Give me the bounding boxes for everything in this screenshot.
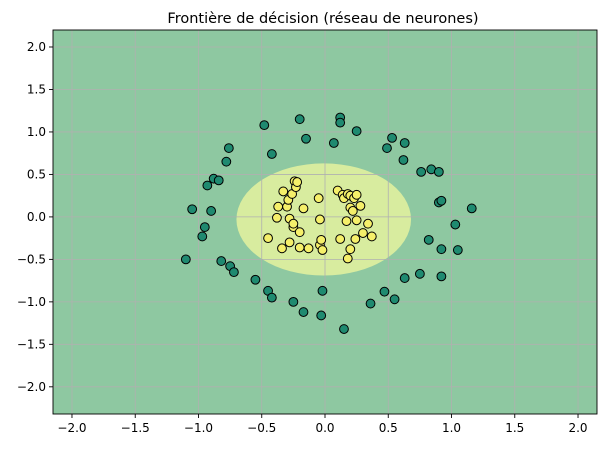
class-1-point-1 bbox=[272, 212, 282, 223]
class-0-point-19 bbox=[294, 114, 305, 125]
class-1-point-17 bbox=[298, 203, 309, 214]
class-1-point-4 bbox=[278, 186, 289, 197]
class-1-point-40 bbox=[358, 228, 368, 238]
class-0-point-41 bbox=[433, 166, 444, 177]
y-tick-label-6: 1.0 bbox=[27, 125, 46, 139]
x-tick-label-7: 1.5 bbox=[505, 421, 524, 435]
x-tick-label-0: −2.0 bbox=[57, 421, 86, 435]
x-tick-label-3: −0.5 bbox=[247, 421, 276, 435]
y-tick-label-1: −1.5 bbox=[17, 337, 46, 351]
class-0-point-21 bbox=[301, 133, 311, 144]
class-1-point-0 bbox=[263, 233, 273, 244]
x-tick-label-1: −1.5 bbox=[121, 421, 150, 435]
class-0-point-31 bbox=[382, 143, 392, 153]
class-0-point-32 bbox=[387, 132, 397, 143]
x-tick-label-5: 0.5 bbox=[379, 421, 398, 435]
class-0-point-29 bbox=[365, 298, 376, 309]
class-1-point-11 bbox=[288, 218, 299, 229]
class-0-point-16 bbox=[266, 292, 277, 303]
class-0-point-17 bbox=[266, 149, 277, 159]
class-1-point-2 bbox=[273, 201, 284, 212]
x-tick-label-8: 2.0 bbox=[568, 421, 587, 435]
class-0-point-33 bbox=[389, 294, 400, 305]
class-0-point-2 bbox=[197, 231, 208, 242]
class-1-point-36 bbox=[350, 234, 361, 244]
class-1-point-25 bbox=[335, 234, 346, 244]
class-0-point-24 bbox=[328, 138, 339, 148]
class-0-point-1 bbox=[187, 204, 198, 215]
class-0-point-46 bbox=[450, 219, 461, 230]
class-1-point-18 bbox=[303, 243, 314, 254]
class-0-point-8 bbox=[216, 256, 227, 266]
class-1-point-28 bbox=[341, 216, 352, 227]
class-0-point-9 bbox=[221, 156, 232, 167]
y-tick-label-0: −2.0 bbox=[17, 380, 46, 394]
class-1-point-23 bbox=[317, 245, 328, 255]
class-1-point-22 bbox=[316, 234, 327, 245]
class-0-point-37 bbox=[414, 268, 425, 279]
y-tick-label-7: 1.5 bbox=[27, 82, 46, 96]
x-tick-label-2: −1.0 bbox=[184, 421, 213, 435]
class-0-point-4 bbox=[202, 180, 213, 191]
class-0-point-35 bbox=[399, 138, 410, 148]
y-tick-label-8: 2.0 bbox=[27, 40, 46, 54]
y-tick-label-4: 0.0 bbox=[27, 210, 46, 224]
plot-area bbox=[52, 29, 598, 415]
class-0-point-10 bbox=[223, 143, 234, 153]
class-0-point-36 bbox=[399, 273, 410, 283]
x-tick-label-4: 0.0 bbox=[315, 421, 334, 435]
class-0-point-34 bbox=[398, 155, 409, 165]
class-0-point-38 bbox=[416, 166, 427, 177]
class-0-point-14 bbox=[259, 120, 270, 131]
class-1-point-8 bbox=[284, 237, 295, 248]
class-0-point-47 bbox=[452, 245, 463, 255]
class-0-point-7 bbox=[213, 175, 224, 186]
y-tick-label-2: −1.0 bbox=[17, 295, 46, 309]
y-tick-label-3: −0.5 bbox=[17, 252, 46, 266]
class-0-point-44 bbox=[436, 244, 447, 255]
class-0-point-45 bbox=[436, 271, 447, 282]
class-1-point-29 bbox=[342, 253, 353, 264]
class-0-point-13 bbox=[250, 274, 261, 285]
class-1-point-42 bbox=[366, 231, 377, 242]
class-0-point-23 bbox=[317, 285, 328, 296]
class-1-point-20 bbox=[315, 214, 325, 225]
class-0-point-12 bbox=[229, 267, 239, 278]
class-0-point-30 bbox=[379, 286, 390, 297]
chart-title: Frontière de décision (réseau de neurone… bbox=[167, 11, 478, 27]
y-axis: −2.0 −1.5 −1.0 −0.5 0.0 0.5 1.0 1.5 2.0 bbox=[17, 40, 53, 394]
class-0-point-48 bbox=[466, 203, 477, 214]
class-1-point-14 bbox=[292, 177, 303, 187]
class-0-point-28 bbox=[351, 126, 362, 136]
x-tick-label-6: 1.0 bbox=[442, 421, 461, 435]
class-1-point-3 bbox=[277, 243, 287, 254]
x-axis: −2.0 −1.5 −1.0 −0.5 0.0 0.5 1.0 1.5 2.0 bbox=[57, 414, 588, 435]
class-0-point-22 bbox=[316, 310, 327, 321]
class-1-point-16 bbox=[294, 242, 305, 253]
class-0-point-27 bbox=[339, 324, 349, 334]
data-points bbox=[180, 112, 477, 334]
class-1-point-37 bbox=[351, 189, 362, 200]
class-0-point-39 bbox=[423, 234, 434, 245]
class-1-point-32 bbox=[345, 244, 356, 255]
class-0-point-43 bbox=[436, 195, 447, 206]
class-1-point-39 bbox=[355, 200, 366, 211]
class-0-point-18 bbox=[288, 296, 299, 307]
class-1-point-19 bbox=[313, 193, 324, 204]
class-0-point-6 bbox=[206, 206, 217, 216]
class-0-point-3 bbox=[199, 222, 210, 232]
y-tick-label-5: 0.5 bbox=[27, 167, 46, 181]
class-1-point-38 bbox=[351, 215, 362, 226]
class-1-point-41 bbox=[363, 218, 373, 229]
class-0-point-0 bbox=[180, 254, 191, 265]
class-0-point-26 bbox=[335, 117, 346, 128]
class-1-point-15 bbox=[294, 227, 305, 238]
class-0-point-20 bbox=[298, 307, 309, 317]
class-1-point-34 bbox=[347, 206, 358, 216]
